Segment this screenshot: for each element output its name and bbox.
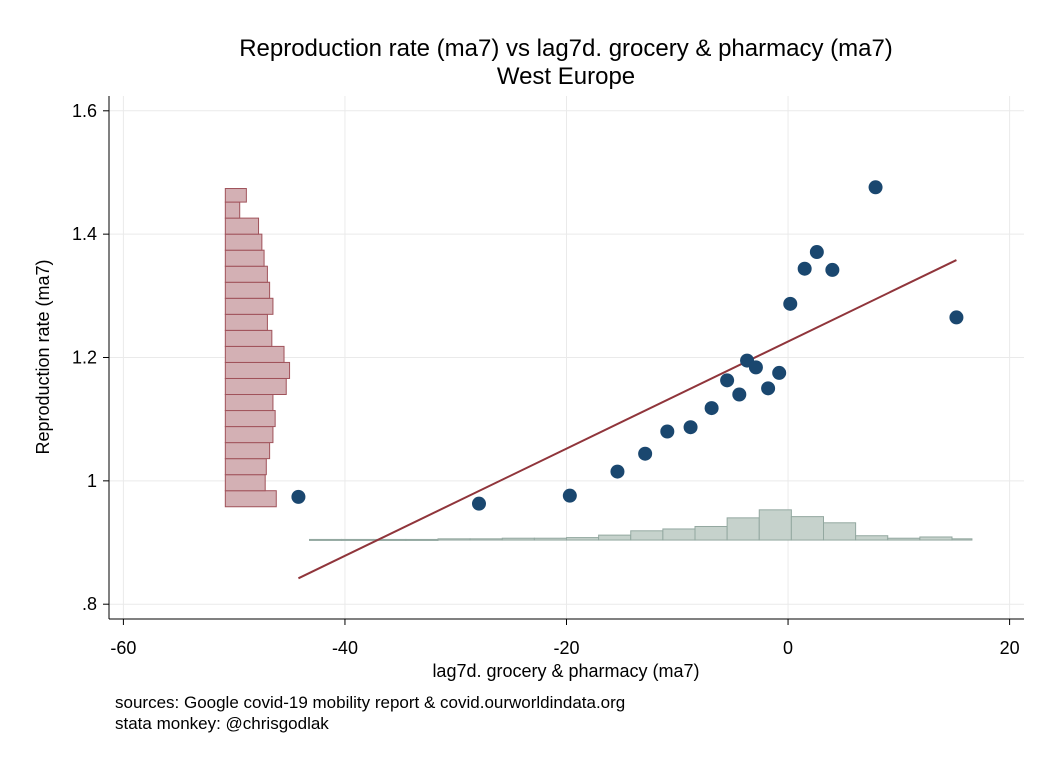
scatter-point bbox=[868, 180, 883, 195]
x-hist-bar bbox=[726, 517, 760, 541]
scatter-point bbox=[704, 401, 719, 416]
y-hist-bar bbox=[224, 426, 274, 444]
scatter-points bbox=[291, 180, 964, 511]
x-hist-bar bbox=[469, 538, 503, 541]
y-hist-bar bbox=[224, 345, 285, 363]
x-hist-bar bbox=[309, 538, 343, 541]
scatter-point bbox=[610, 464, 625, 479]
y-hist-bar bbox=[224, 474, 266, 492]
y-tick-label: 1.4 bbox=[72, 224, 97, 244]
y-tick-label: .8 bbox=[82, 594, 97, 614]
chart-title: Reproduction rate (ma7) vs lag7d. grocer… bbox=[239, 35, 893, 62]
y-hist-bar bbox=[224, 188, 247, 203]
x-hist-bar bbox=[790, 516, 824, 541]
scatter-point bbox=[783, 296, 798, 311]
y-histogram bbox=[224, 188, 291, 508]
scatter-point bbox=[471, 496, 486, 511]
x-hist-bar bbox=[501, 537, 535, 541]
x-histogram bbox=[309, 509, 973, 541]
y-axis-title: Reproduction rate (ma7) bbox=[33, 259, 53, 454]
y-hist-bar bbox=[224, 361, 291, 379]
scatter-point bbox=[825, 262, 840, 277]
x-axis-title: lag7d. grocery & pharmacy (ma7) bbox=[432, 661, 699, 681]
x-hist-bar bbox=[919, 536, 953, 541]
scatter-point bbox=[683, 420, 698, 435]
scatter-point bbox=[949, 310, 964, 325]
y-hist-bar bbox=[224, 394, 274, 412]
y-hist-bar bbox=[224, 313, 268, 331]
x-hist-bar bbox=[855, 535, 889, 541]
x-hist-bar bbox=[887, 537, 921, 541]
x-tick-label: -20 bbox=[553, 638, 579, 658]
y-axis: .8 1 1.2 1.4 1.6 bbox=[72, 101, 109, 614]
y-hist-bar bbox=[224, 377, 287, 396]
scatter-point bbox=[562, 488, 577, 503]
x-hist-bar bbox=[405, 538, 439, 541]
note-sources: sources: Google covid-19 mobility report… bbox=[115, 693, 625, 712]
x-tick-label: 0 bbox=[783, 638, 793, 658]
x-hist-bar bbox=[694, 525, 728, 541]
y-tick-label: 1 bbox=[87, 471, 97, 491]
x-hist-bar bbox=[341, 538, 375, 541]
y-hist-bar bbox=[224, 329, 273, 347]
x-hist-bar bbox=[951, 538, 973, 541]
x-tick-label: -40 bbox=[332, 638, 358, 658]
scatter-point bbox=[761, 381, 776, 396]
fit-line-group bbox=[297, 259, 957, 580]
x-hist-bar bbox=[662, 528, 696, 541]
y-hist-bar bbox=[224, 490, 277, 508]
x-hist-bar bbox=[630, 530, 664, 541]
x-hist-bar bbox=[437, 538, 471, 541]
x-hist-bar bbox=[598, 534, 632, 541]
x-hist-bar bbox=[822, 522, 857, 541]
y-hist-bar bbox=[224, 297, 274, 315]
y-hist-bar bbox=[224, 249, 265, 267]
scatter-point bbox=[638, 446, 653, 461]
x-hist-bar bbox=[566, 537, 600, 541]
scatter-point bbox=[732, 387, 747, 402]
scatter-point bbox=[720, 373, 735, 388]
scatter-point bbox=[291, 489, 306, 504]
y-hist-bar bbox=[224, 201, 241, 219]
y-hist-bar bbox=[224, 281, 271, 299]
x-hist-bar bbox=[533, 537, 568, 541]
y-hist-bar bbox=[224, 410, 276, 428]
y-hist-bar bbox=[224, 265, 268, 283]
scatter-point bbox=[748, 360, 763, 375]
scatter-point bbox=[772, 365, 787, 380]
y-tick-label: 1.2 bbox=[72, 348, 97, 368]
scatter-point bbox=[809, 245, 824, 260]
note-author: stata monkey: @chrisgodlak bbox=[115, 714, 329, 733]
chart-subtitle: West Europe bbox=[497, 63, 635, 90]
y-hist-bar bbox=[224, 458, 267, 476]
y-hist-bar bbox=[224, 217, 260, 235]
x-hist-bar bbox=[758, 509, 792, 541]
y-hist-bar bbox=[224, 233, 263, 251]
y-tick-label: 1.6 bbox=[72, 101, 97, 121]
x-tick-label: -60 bbox=[110, 638, 136, 658]
x-axis: -60 -40 -20 0 20 bbox=[110, 619, 1020, 658]
x-tick-label: 20 bbox=[1000, 638, 1020, 658]
y-hist-bar bbox=[224, 442, 271, 460]
fit-line bbox=[297, 259, 957, 580]
scatter-point bbox=[660, 424, 675, 439]
scatter-point bbox=[797, 261, 812, 276]
